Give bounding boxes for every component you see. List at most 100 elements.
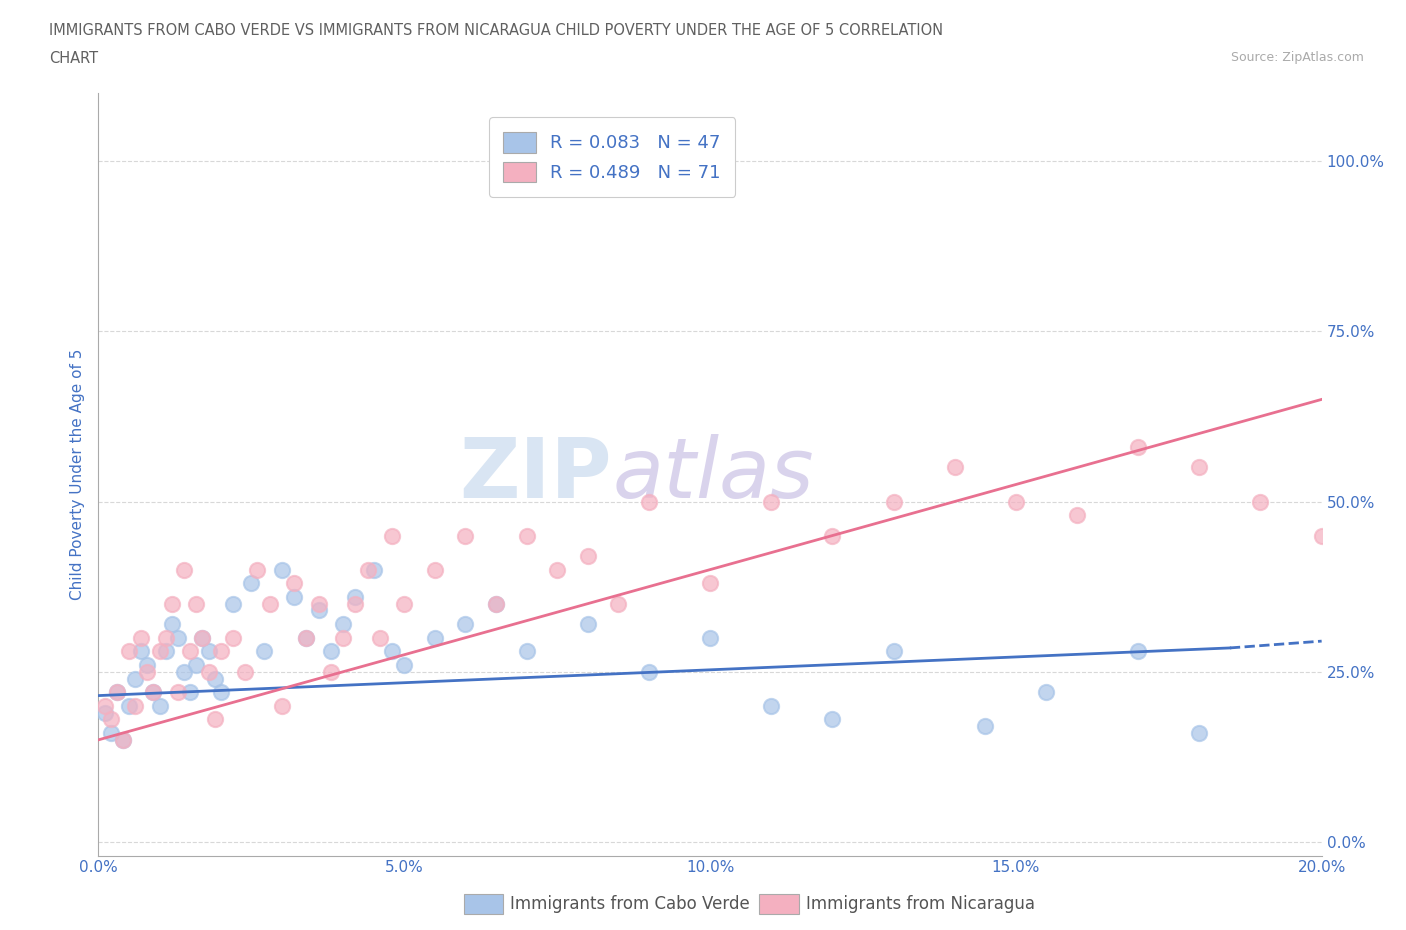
- Point: [821, 528, 844, 543]
- Point: [485, 596, 508, 611]
- Point: [821, 712, 844, 727]
- Text: atlas: atlas: [612, 433, 814, 515]
- Point: [1188, 460, 1211, 475]
- Point: [943, 460, 966, 475]
- Point: [136, 658, 159, 672]
- Point: [100, 712, 122, 727]
- Point: [319, 644, 342, 658]
- Point: [607, 596, 630, 611]
- Point: [179, 644, 201, 658]
- Point: [1188, 725, 1211, 740]
- Point: [129, 644, 152, 658]
- Point: [136, 664, 159, 679]
- Text: Source: ZipAtlas.com: Source: ZipAtlas.com: [1230, 51, 1364, 64]
- Text: IMMIGRANTS FROM CABO VERDE VS IMMIGRANTS FROM NICARAGUA CHILD POVERTY UNDER THE : IMMIGRANTS FROM CABO VERDE VS IMMIGRANTS…: [49, 23, 943, 38]
- Point: [149, 644, 172, 658]
- Point: [100, 725, 122, 740]
- Point: [1310, 528, 1333, 543]
- Point: [381, 644, 404, 658]
- Point: [155, 631, 177, 645]
- Point: [699, 631, 721, 645]
- Point: [124, 698, 146, 713]
- Point: [516, 644, 538, 658]
- Point: [423, 631, 446, 645]
- Point: [233, 664, 256, 679]
- Point: [1371, 460, 1393, 475]
- Point: [576, 617, 599, 631]
- Point: [485, 596, 508, 611]
- Point: [173, 562, 195, 577]
- Point: [319, 664, 342, 679]
- Point: [197, 664, 219, 679]
- Point: [155, 644, 177, 658]
- Point: [191, 631, 214, 645]
- Point: [1249, 494, 1271, 509]
- Point: [883, 644, 905, 658]
- Point: [1035, 684, 1057, 699]
- Point: [160, 596, 183, 611]
- Point: [270, 698, 292, 713]
- Point: [295, 631, 318, 645]
- Y-axis label: Child Poverty Under the Age of 5: Child Poverty Under the Age of 5: [69, 349, 84, 600]
- Point: [93, 705, 115, 720]
- Point: [637, 494, 661, 509]
- Point: [222, 596, 245, 611]
- Point: [259, 596, 281, 611]
- Point: [283, 590, 305, 604]
- Point: [1004, 494, 1026, 509]
- Point: [191, 631, 214, 645]
- Point: [222, 631, 245, 645]
- Point: [637, 664, 661, 679]
- Point: [111, 733, 134, 748]
- Point: [308, 603, 330, 618]
- Point: [454, 617, 477, 631]
- Point: [186, 596, 208, 611]
- Point: [392, 658, 416, 672]
- Point: [295, 631, 318, 645]
- Point: [423, 562, 446, 577]
- Point: [118, 698, 141, 713]
- Point: [252, 644, 274, 658]
- Point: [142, 684, 165, 699]
- Point: [576, 549, 599, 564]
- Point: [883, 494, 905, 509]
- Point: [270, 562, 292, 577]
- Point: [546, 562, 568, 577]
- Point: [1066, 508, 1088, 523]
- Point: [516, 528, 538, 543]
- Text: Immigrants from Cabo Verde: Immigrants from Cabo Verde: [510, 895, 751, 913]
- Point: [240, 576, 263, 591]
- Point: [167, 684, 190, 699]
- Point: [105, 684, 128, 699]
- Point: [1128, 440, 1150, 455]
- Point: [392, 596, 416, 611]
- Point: [356, 562, 378, 577]
- Point: [129, 631, 152, 645]
- Point: [974, 719, 997, 734]
- Point: [105, 684, 128, 699]
- Point: [111, 733, 134, 748]
- Point: [204, 671, 226, 686]
- Point: [124, 671, 146, 686]
- Point: [308, 596, 330, 611]
- Point: [332, 617, 354, 631]
- Point: [197, 644, 219, 658]
- Point: [454, 528, 477, 543]
- Text: CHART: CHART: [49, 51, 98, 66]
- Point: [93, 698, 115, 713]
- Point: [1128, 644, 1150, 658]
- Point: [344, 596, 367, 611]
- Point: [204, 712, 226, 727]
- Point: [173, 664, 195, 679]
- Point: [759, 494, 782, 509]
- Point: [332, 631, 354, 645]
- Text: Immigrants from Nicaragua: Immigrants from Nicaragua: [806, 895, 1035, 913]
- Point: [368, 631, 391, 645]
- Point: [759, 698, 782, 713]
- Point: [283, 576, 305, 591]
- Point: [209, 684, 232, 699]
- Point: [246, 562, 269, 577]
- Point: [344, 590, 367, 604]
- Point: [142, 684, 165, 699]
- Point: [118, 644, 141, 658]
